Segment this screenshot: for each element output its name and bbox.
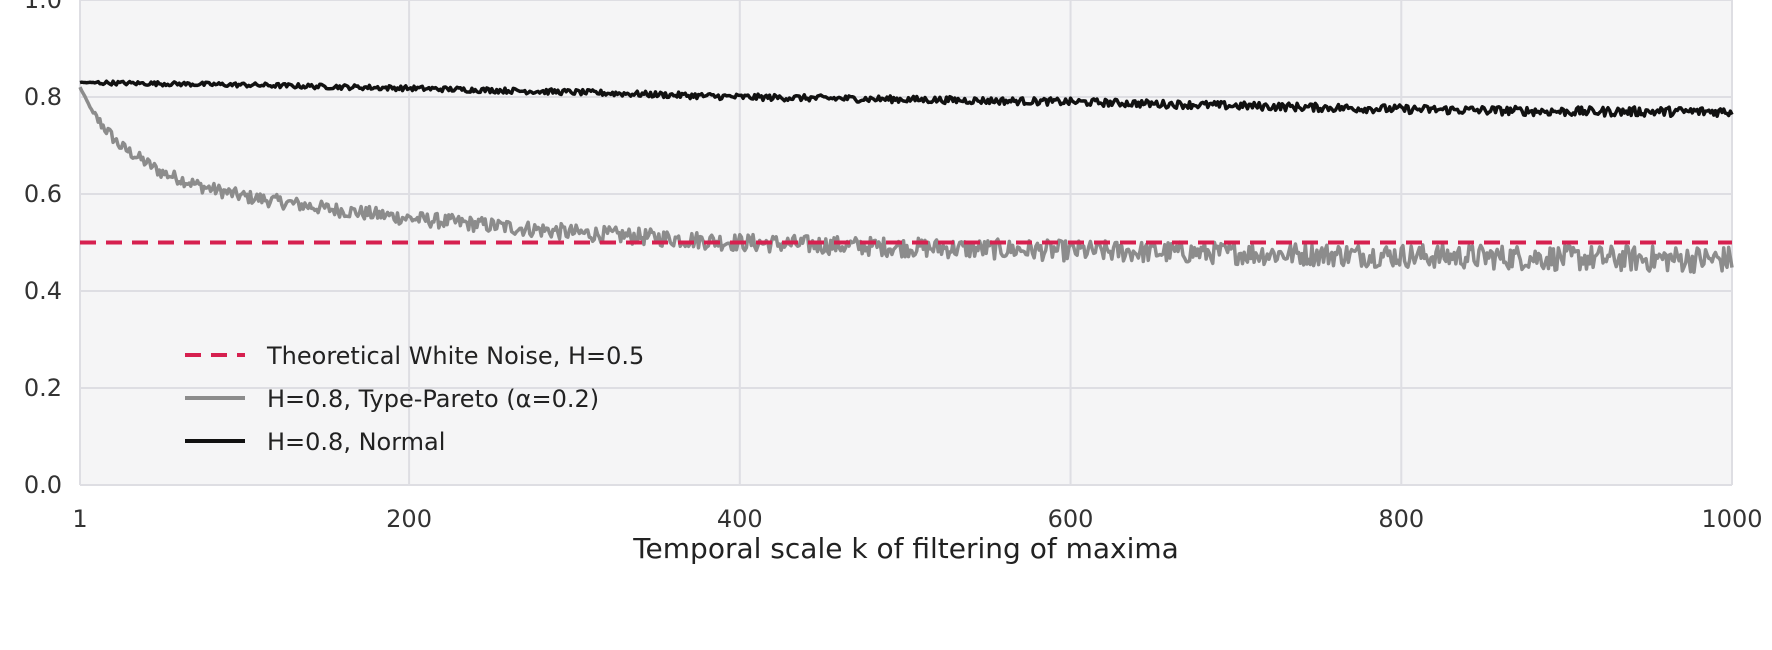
y-tick-label: 0.4 <box>24 277 62 305</box>
y-tick-label: 0.6 <box>24 180 62 208</box>
x-tick-label: 1000 <box>1701 505 1762 533</box>
y-tick-label: 0.2 <box>24 374 62 402</box>
x-tick-label: 400 <box>717 505 763 533</box>
x-tick-label: 200 <box>386 505 432 533</box>
y-tick-label: 0.8 <box>24 83 62 111</box>
x-axis-label: Temporal scale k of filtering of maxima <box>632 532 1179 565</box>
x-tick-label: 800 <box>1378 505 1424 533</box>
series-normal-line <box>79 79 1734 119</box>
y-tick-label: 1.0 <box>24 0 62 14</box>
series-pareto-line <box>78 86 1734 275</box>
series-layer <box>78 79 1734 275</box>
x-tick-label: 600 <box>1048 505 1094 533</box>
y-tick-label: 0.0 <box>24 471 62 499</box>
x-axis-ticks: 1 200 400 600 800 1000 <box>72 505 1762 533</box>
legend-label: H=0.8, Normal <box>267 428 445 456</box>
legend-label: H=0.8, Type-Pareto (α=0.2) <box>267 385 599 413</box>
legend: Theoretical White Noise, H=0.5 H=0.8, Typ… <box>185 342 644 456</box>
legend-label: Theoretical White Noise, H=0.5 <box>266 342 644 370</box>
y-axis-ticks: 0.0 0.2 0.4 0.6 0.8 1.0 <box>24 0 62 499</box>
x-tick-label: 1 <box>72 505 87 533</box>
